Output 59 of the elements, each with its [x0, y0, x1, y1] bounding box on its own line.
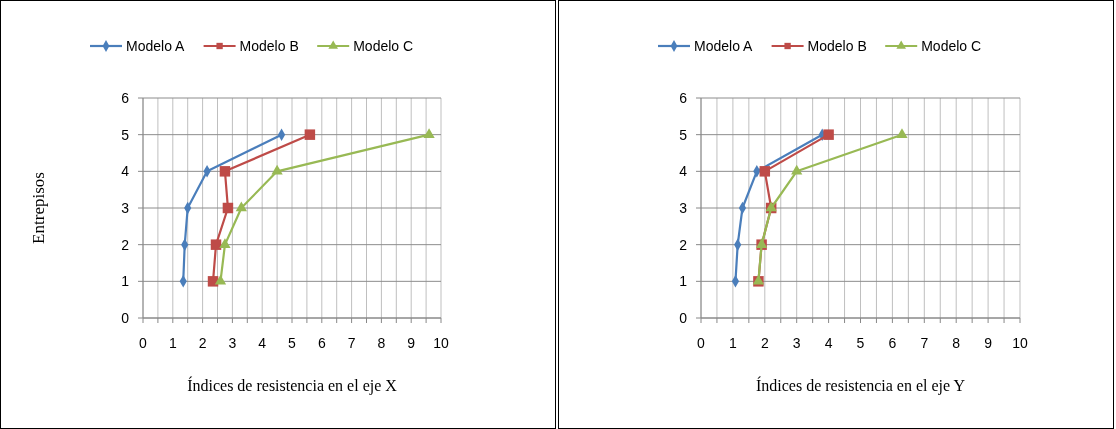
x-tick-label: 7 [347, 335, 356, 351]
legend-label: Modelo B [239, 37, 299, 54]
x-tick-label: 4 [258, 335, 267, 351]
point [271, 164, 283, 175]
point [210, 239, 222, 250]
point [423, 128, 435, 138]
x-tick-label: 1 [168, 335, 177, 351]
x-tick-label: 2 [198, 335, 207, 351]
y-tick-label: 1 [679, 273, 688, 290]
point [896, 128, 908, 138]
legend-label: Modelo A [694, 37, 754, 54]
y-tick-label: 2 [121, 236, 130, 253]
legend-label: Modelo B [807, 37, 867, 54]
point [823, 129, 834, 140]
x-axis-title: Índices de resistencia en el eje Y [755, 376, 966, 395]
legend-label: Modelo A [126, 37, 186, 54]
point [214, 274, 227, 285]
y-tick-label: 3 [679, 199, 688, 216]
y-tick-label: 0 [121, 309, 130, 326]
x-tick-label: 6 [888, 335, 897, 351]
legend-label: Modelo C [353, 37, 414, 54]
y-tick-label: 6 [679, 89, 688, 106]
point [304, 129, 316, 140]
x-tick-label: 8 [952, 335, 961, 351]
point [222, 202, 234, 214]
x-tick-label: 5 [288, 335, 297, 351]
x-tick-label: 7 [920, 335, 929, 351]
y-tick-label: 6 [121, 89, 130, 106]
y-tick-label: 4 [679, 163, 688, 180]
x-tick-label: 5 [856, 335, 865, 351]
x-tick-label: 9 [407, 335, 416, 351]
y-axis-title: Entrepisos [29, 172, 48, 244]
y-tick-label: 0 [679, 309, 688, 326]
x-tick-label: 4 [824, 335, 833, 351]
y-tick-label: 4 [121, 163, 130, 180]
x-tick-label: 10 [1012, 335, 1028, 351]
x-tick-label: 1 [729, 335, 737, 351]
y-tick-label: 5 [679, 126, 688, 143]
point [207, 276, 219, 287]
x-tick-label: 0 [697, 335, 706, 351]
x-tick-label: 8 [377, 335, 386, 351]
point [235, 201, 247, 212]
x-tick-label: 9 [984, 335, 993, 351]
x-tick-label: 0 [139, 335, 148, 351]
x-tick-label: 3 [228, 335, 237, 351]
y-tick-label: 2 [679, 236, 688, 253]
point [219, 166, 231, 177]
point [219, 238, 231, 248]
point [791, 164, 803, 175]
y-tick-label: 5 [121, 126, 130, 143]
point [759, 166, 771, 177]
x-tick-label: 6 [317, 335, 326, 351]
x-tick-label: 10 [433, 335, 449, 351]
y-tick-label: 1 [121, 273, 130, 290]
y-tick-label: 3 [121, 199, 130, 216]
x-tick-label: 3 [792, 335, 801, 351]
legend-label: Modelo C [921, 37, 982, 54]
x-tick-label: 2 [760, 335, 769, 351]
x-axis-title: Índices de resistencia en el eje X [187, 376, 398, 395]
